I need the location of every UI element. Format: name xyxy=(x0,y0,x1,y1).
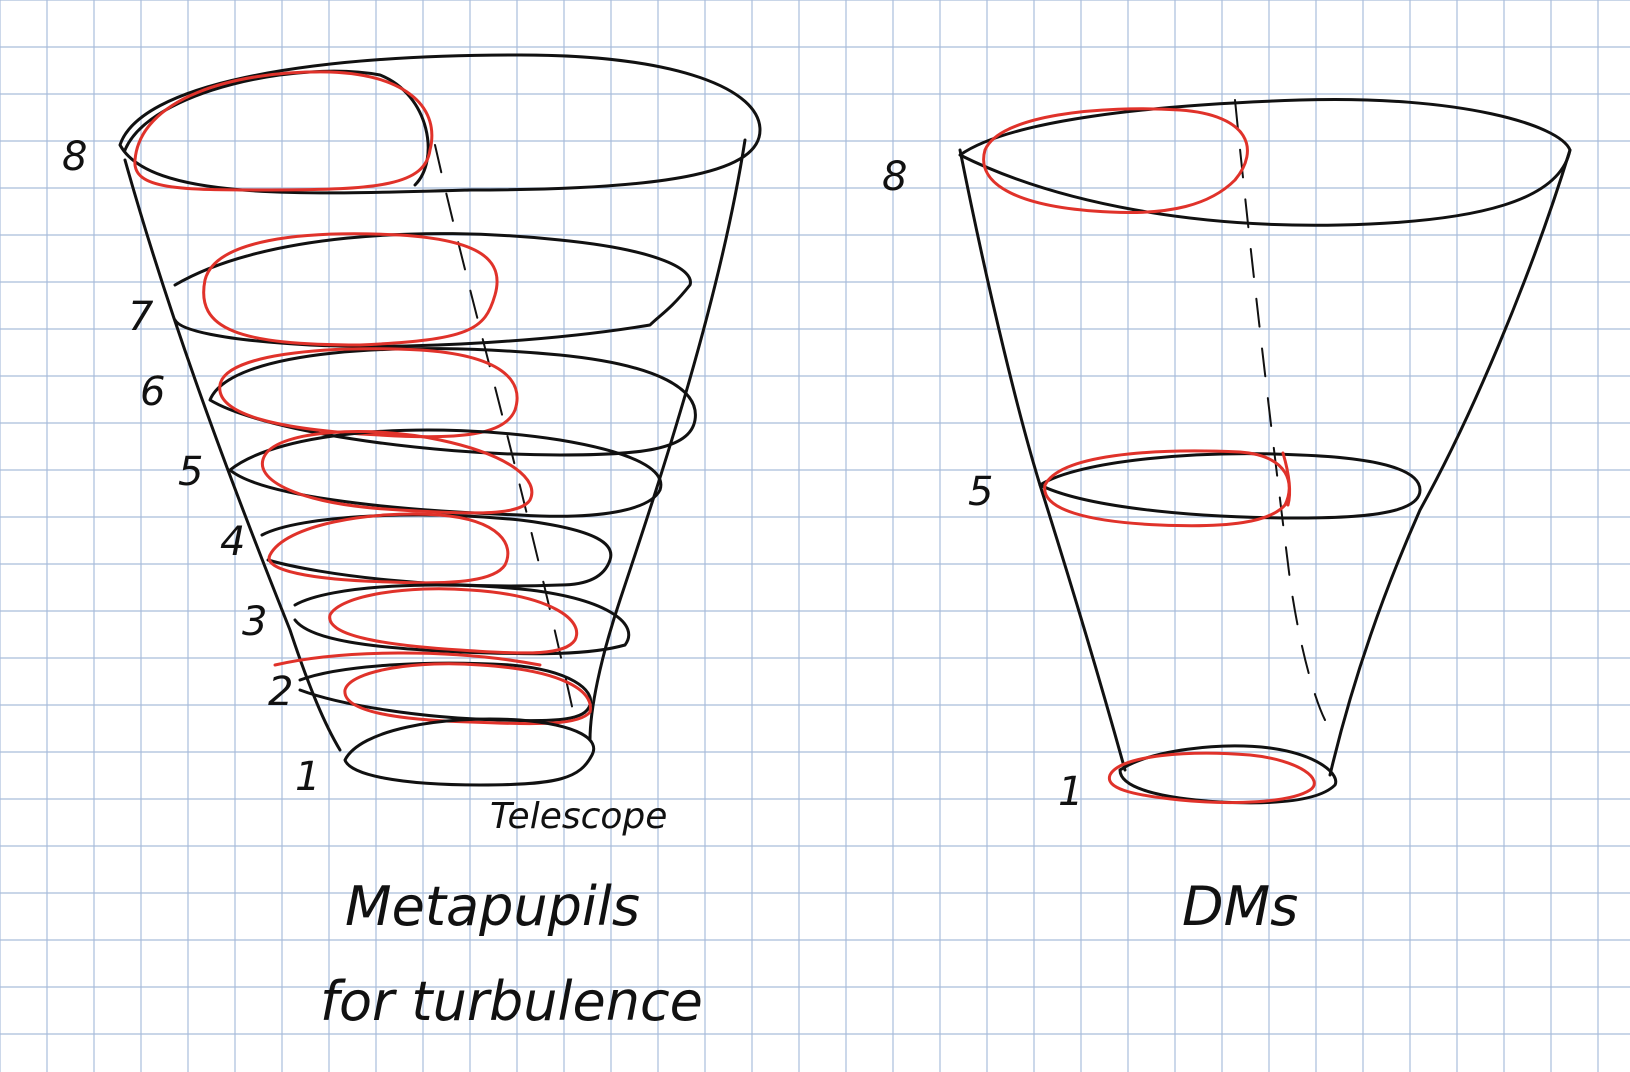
telescope-label: Telescope xyxy=(490,796,667,837)
left-axis-dashed xyxy=(434,144,576,721)
layer-8-inner xyxy=(123,69,430,187)
layer-label-6: 6 xyxy=(140,369,165,415)
layer-label-1: 1 xyxy=(295,754,320,800)
layer-2-metapupil xyxy=(343,662,592,726)
dm-label-8: 8 xyxy=(882,154,907,200)
layer-7-metapupil xyxy=(202,232,499,347)
layer-6-metapupil xyxy=(218,347,519,439)
right-cone-left-edge xyxy=(958,148,1127,772)
left-cone-left-edge xyxy=(123,158,342,752)
dm-5-red-vertical xyxy=(1281,451,1292,507)
layer-8-ellipse xyxy=(118,53,762,195)
right-axis-dashed xyxy=(1234,99,1326,721)
dm-1-ellipse xyxy=(1118,744,1338,805)
layer-3-ellipse xyxy=(293,583,631,656)
dm-1-metapupil xyxy=(1107,751,1316,805)
layer-3-metapupil xyxy=(328,587,579,655)
layer-2-red-stroke xyxy=(273,651,542,667)
layer-5-ellipse xyxy=(228,428,663,518)
dm-5-metapupil xyxy=(1043,449,1291,528)
layer-label-8: 8 xyxy=(62,134,87,180)
layer-5-metapupil xyxy=(261,430,534,515)
layer-label-2: 2 xyxy=(268,669,293,715)
dm-5-ellipse xyxy=(1038,452,1422,520)
layer-label-4: 4 xyxy=(220,519,245,565)
left-caption-line2: for turbulence xyxy=(320,970,703,1033)
layer-label-5: 5 xyxy=(178,449,203,495)
left-caption-line1: Metapupils xyxy=(345,875,640,938)
layer-1-ellipse xyxy=(343,717,596,787)
layer-8-metapupil xyxy=(133,70,434,192)
layer-4-metapupil xyxy=(267,512,510,585)
dm-label-1: 1 xyxy=(1058,769,1083,815)
left-layer-labels: 8 7 6 5 4 3 2 1 xyxy=(62,134,320,800)
dms-diagram xyxy=(958,97,1572,805)
left-cone-right-edge xyxy=(588,138,747,742)
layer-label-7: 7 xyxy=(128,294,154,340)
layer-6-ellipse xyxy=(208,347,697,457)
right-cone-right-edge xyxy=(1328,148,1572,777)
dms-caption: DMs xyxy=(1182,875,1298,938)
dm-8-metapupil xyxy=(982,107,1249,214)
layer-label-3: 3 xyxy=(242,599,267,645)
metapupils-diagram xyxy=(118,53,762,787)
dm-label-5: 5 xyxy=(968,469,993,515)
right-layer-labels: 8 5 1 xyxy=(882,154,1083,815)
